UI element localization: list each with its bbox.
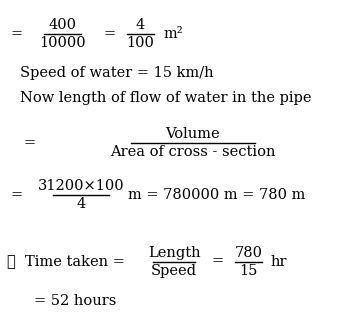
Text: Now length of flow of water in the pipe: Now length of flow of water in the pipe: [20, 90, 312, 105]
Text: =: =: [24, 136, 36, 150]
Text: Speed: Speed: [151, 264, 197, 278]
Text: 15: 15: [239, 264, 258, 278]
Text: Speed of water = 15 km/h: Speed of water = 15 km/h: [20, 66, 214, 80]
Text: =: =: [10, 188, 22, 202]
Text: =: =: [10, 27, 22, 41]
Text: 4: 4: [76, 197, 86, 211]
Text: Area of cross - section: Area of cross - section: [110, 145, 275, 159]
Text: 100: 100: [126, 36, 154, 50]
Text: Length: Length: [148, 246, 200, 260]
Text: 4: 4: [136, 18, 145, 32]
Text: 10000: 10000: [39, 36, 86, 50]
Text: m = 780000 m = 780 m: m = 780000 m = 780 m: [128, 188, 306, 202]
Text: m²: m²: [164, 27, 184, 41]
Text: Volume: Volume: [165, 127, 220, 141]
Text: 780: 780: [235, 246, 262, 260]
Text: =: =: [103, 27, 115, 41]
Text: =: =: [211, 254, 223, 269]
Text: ∴  Time taken =: ∴ Time taken =: [7, 254, 125, 269]
Text: = 52 hours: = 52 hours: [34, 293, 116, 308]
Text: 31200×100: 31200×100: [38, 179, 124, 193]
Text: 400: 400: [49, 18, 76, 32]
Text: hr: hr: [270, 254, 287, 269]
